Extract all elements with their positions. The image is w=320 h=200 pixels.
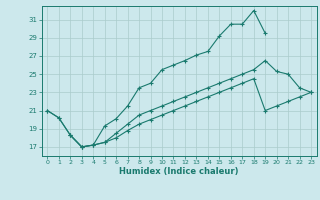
- X-axis label: Humidex (Indice chaleur): Humidex (Indice chaleur): [119, 167, 239, 176]
